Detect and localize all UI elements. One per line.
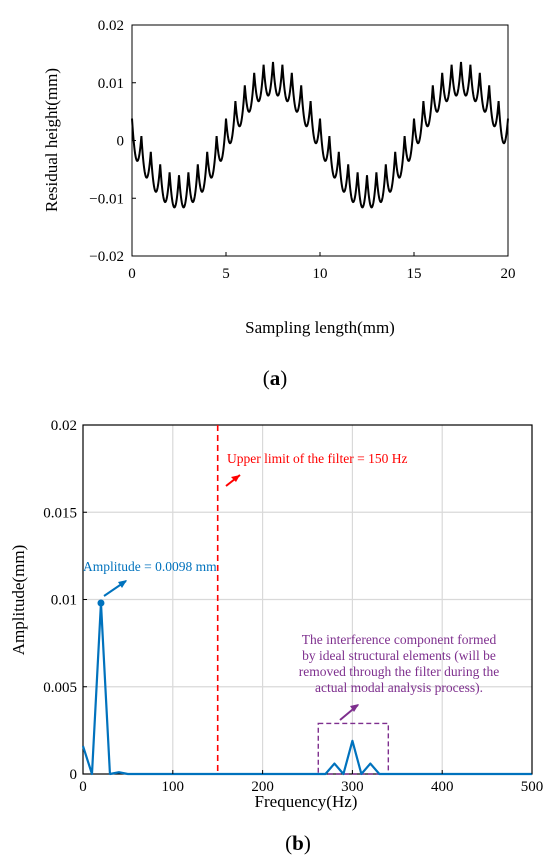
chart-b-y-tick-label: 0 bbox=[70, 767, 78, 783]
chart-b: 0 100 200 300 400 500 0.02 0.015 0.01 0.005 0 Fre… bbox=[9, 418, 543, 855]
chart-b-x-tick-label: 500 bbox=[521, 779, 544, 795]
chart-b-x-tick-label: 300 bbox=[341, 779, 364, 795]
panel-b-letter: b bbox=[292, 831, 304, 855]
chart-a-x-tick-label: 5 bbox=[222, 266, 230, 282]
chart-a-x-tick-label: 20 bbox=[501, 266, 516, 282]
chart-b-y-axis-label: Amplitude(mm) bbox=[9, 545, 28, 655]
interference-annotation: The interference component formed by ide… bbox=[299, 632, 500, 695]
chart-a-x-tick-labels: 0 5 10 15 20 bbox=[128, 252, 516, 282]
chart-b-grid bbox=[83, 425, 532, 774]
chart-b-x-axis-label: Frequency(Hz) bbox=[255, 792, 358, 811]
interference-line-4: actual modal analysis process). bbox=[315, 680, 483, 695]
chart-b-y-tick-labels: 0.02 0.015 0.01 0.005 0 bbox=[43, 418, 87, 783]
panel-a-letter: a bbox=[270, 366, 281, 390]
chart-b-x-tick-label: 100 bbox=[162, 779, 185, 795]
chart-a-y-tick-label: 0.02 bbox=[98, 18, 124, 34]
filter-arrow-head bbox=[231, 475, 240, 482]
chart-a-y-tick-label: −0.02 bbox=[89, 249, 124, 265]
chart-a-x-tick-label: 0 bbox=[128, 266, 136, 282]
chart-a-y-tick-label: −0.01 bbox=[89, 191, 124, 207]
chart-a-y-tick-label: 0 bbox=[117, 134, 125, 150]
chart-b-y-tick-label: 0.005 bbox=[43, 680, 77, 696]
amplitude-arrow-head bbox=[118, 580, 127, 588]
interference-arrow-head bbox=[350, 704, 359, 712]
interference-line-3: removed through the filter during the bbox=[299, 664, 500, 679]
chart-b-x-tick-label: 0 bbox=[79, 779, 87, 795]
panel-b-label: (b) bbox=[285, 831, 311, 855]
chart-b-y-tick-label: 0.015 bbox=[43, 505, 77, 521]
chart-a-y-axis-label: Residual height(mm) bbox=[42, 68, 61, 212]
interference-line-1: The interference component formed bbox=[302, 632, 497, 647]
chart-a-series-line bbox=[131, 61, 509, 209]
chart-b-highlight-box bbox=[317, 722, 390, 775]
chart-a-plot-frame bbox=[131, 24, 509, 257]
chart-b-x-tick-label: 400 bbox=[431, 779, 454, 795]
chart-a: 0 5 10 15 20 0.02 0.01 0 −0.01 −0.02 Sampling le… bbox=[42, 18, 516, 390]
chart-b-y-tick-label: 0.02 bbox=[51, 418, 77, 434]
chart-a-x-tick-label: 10 bbox=[313, 266, 328, 282]
chart-b-series-line bbox=[81, 601, 532, 776]
chart-a-x-axis-label: Sampling length(mm) bbox=[245, 318, 395, 337]
chart-b-amplitude-marker bbox=[97, 599, 105, 607]
chart-a-y-tick-label: 0.01 bbox=[98, 76, 124, 92]
chart-b-x-tick-label: 200 bbox=[251, 779, 274, 795]
filter-annotation: Upper limit of the filter = 150 Hz bbox=[227, 451, 407, 466]
chart-b-x-tick-labels: 0 100 200 300 400 500 bbox=[79, 770, 543, 795]
interference-line-2: by ideal structural elements (will be bbox=[302, 648, 496, 663]
panel-a-label: (a) bbox=[263, 366, 288, 390]
chart-a-x-tick-label: 15 bbox=[407, 266, 422, 282]
chart-a-y-tick-labels: 0.02 0.01 0 −0.01 −0.02 bbox=[89, 18, 136, 265]
amplitude-annotation: Amplitude = 0.0098 mm bbox=[83, 559, 217, 574]
chart-b-y-tick-label: 0.01 bbox=[51, 593, 77, 609]
